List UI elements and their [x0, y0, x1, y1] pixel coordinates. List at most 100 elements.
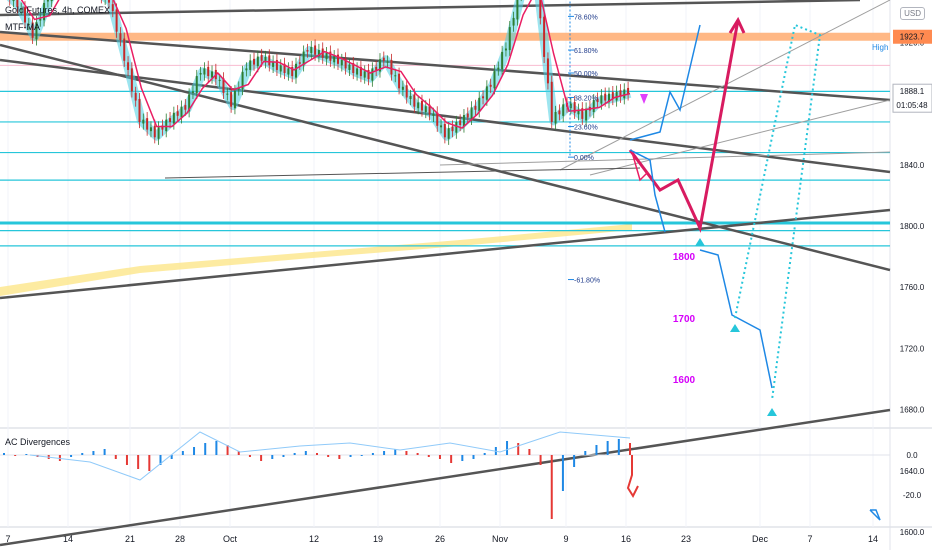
candle-body	[180, 106, 183, 118]
projection-path	[628, 19, 740, 233]
ac-bar	[226, 445, 229, 455]
candle-body	[378, 59, 381, 72]
ac-bar	[70, 455, 73, 457]
symbol-title: Gold Futures, 4h, COMEX	[5, 5, 111, 15]
candle-body	[157, 127, 160, 139]
candle-body	[35, 22, 38, 40]
candle-body	[413, 94, 416, 107]
ac-bar	[193, 447, 196, 455]
candle-body	[459, 120, 462, 126]
candle-body	[493, 71, 496, 89]
ac-bar	[360, 455, 363, 456]
candle-body	[375, 66, 378, 70]
projection-arrowhead	[728, 16, 746, 34]
candle-body	[455, 121, 458, 133]
trend-line	[0, 58, 891, 174]
candle-body	[554, 112, 557, 124]
ac-bar	[383, 451, 386, 455]
countdown-label: 01:05:48	[896, 101, 928, 110]
ac-bar	[81, 453, 84, 455]
candle-body	[592, 100, 595, 113]
date-tick-label: 19	[373, 534, 383, 544]
candle-body	[287, 68, 290, 75]
candle-body	[195, 76, 198, 93]
target-label: 1600	[673, 375, 696, 386]
candle-body	[50, 0, 53, 2]
candle-body	[573, 102, 576, 113]
date-tick-label: 7	[5, 534, 10, 544]
candle-body	[497, 67, 500, 70]
candle-body	[188, 94, 191, 112]
candle-body	[462, 115, 465, 127]
ac-bar	[25, 454, 28, 455]
candle-body	[199, 73, 202, 75]
ac-bar	[237, 451, 240, 455]
blue-steps	[699, 249, 773, 389]
candle-body	[165, 119, 168, 132]
price-tick-label: 1840.0	[900, 161, 925, 170]
candle-body	[226, 93, 229, 95]
candle-body	[43, 3, 46, 21]
candle-body	[176, 111, 179, 116]
candle-body	[172, 112, 175, 124]
candle-body	[253, 58, 256, 65]
ac-bar	[125, 455, 128, 465]
candle-body	[474, 105, 477, 110]
candle-body	[470, 107, 473, 119]
candle-body	[333, 56, 336, 63]
ac-down-arrow	[626, 455, 639, 499]
ac-bar	[170, 455, 173, 459]
ac-bar	[606, 441, 609, 455]
candle-body	[39, 18, 42, 21]
candle-body	[211, 71, 214, 78]
candle-body	[169, 118, 172, 122]
date-tick-label: Oct	[223, 534, 238, 544]
ac-bar	[438, 455, 441, 459]
currency-button[interactable]: USD	[900, 7, 925, 20]
candle-body	[398, 73, 401, 89]
candle-body	[218, 79, 221, 81]
resistance-band	[0, 32, 890, 41]
candle-body	[615, 91, 618, 101]
ac-bar	[394, 449, 397, 455]
ac-bar	[617, 439, 620, 455]
ac-bar	[338, 455, 341, 459]
candle-body	[482, 96, 485, 99]
ac-bar	[103, 449, 106, 455]
ac-bar	[316, 453, 318, 455]
date-tick-label: Nov	[492, 534, 509, 544]
candle-body	[604, 93, 607, 101]
price-tick-label: 1640.0	[900, 467, 925, 476]
candle-body	[371, 68, 374, 81]
ac-bar	[517, 443, 520, 455]
candle-body	[447, 128, 450, 139]
candle-body	[428, 104, 431, 115]
ac-bar	[539, 455, 542, 465]
date-tick-label: 7	[807, 534, 812, 544]
candle-body	[279, 65, 282, 72]
candle-body	[203, 68, 206, 75]
ac-bar	[573, 455, 576, 467]
candle-body	[325, 53, 328, 60]
candle-body	[20, 8, 23, 10]
fib-label: 50.00%	[574, 71, 598, 78]
candle-body	[161, 125, 164, 130]
candle-body	[329, 51, 332, 61]
candle-body	[508, 27, 511, 51]
ac-bar	[595, 445, 598, 455]
ac-bar	[528, 449, 531, 455]
candle-body	[272, 61, 275, 67]
candle-body	[367, 69, 370, 80]
ma-cloud	[6, 0, 632, 141]
candle-body	[608, 93, 611, 103]
candle-body	[600, 95, 603, 104]
price-tick-label: 1600.0	[900, 528, 925, 537]
date-tick-label: Dec	[752, 534, 769, 544]
ac-bar	[137, 455, 140, 469]
candle-body	[115, 9, 118, 32]
last-price-tag	[892, 83, 932, 113]
ac-bar	[483, 453, 486, 455]
candle-body	[260, 55, 263, 61]
